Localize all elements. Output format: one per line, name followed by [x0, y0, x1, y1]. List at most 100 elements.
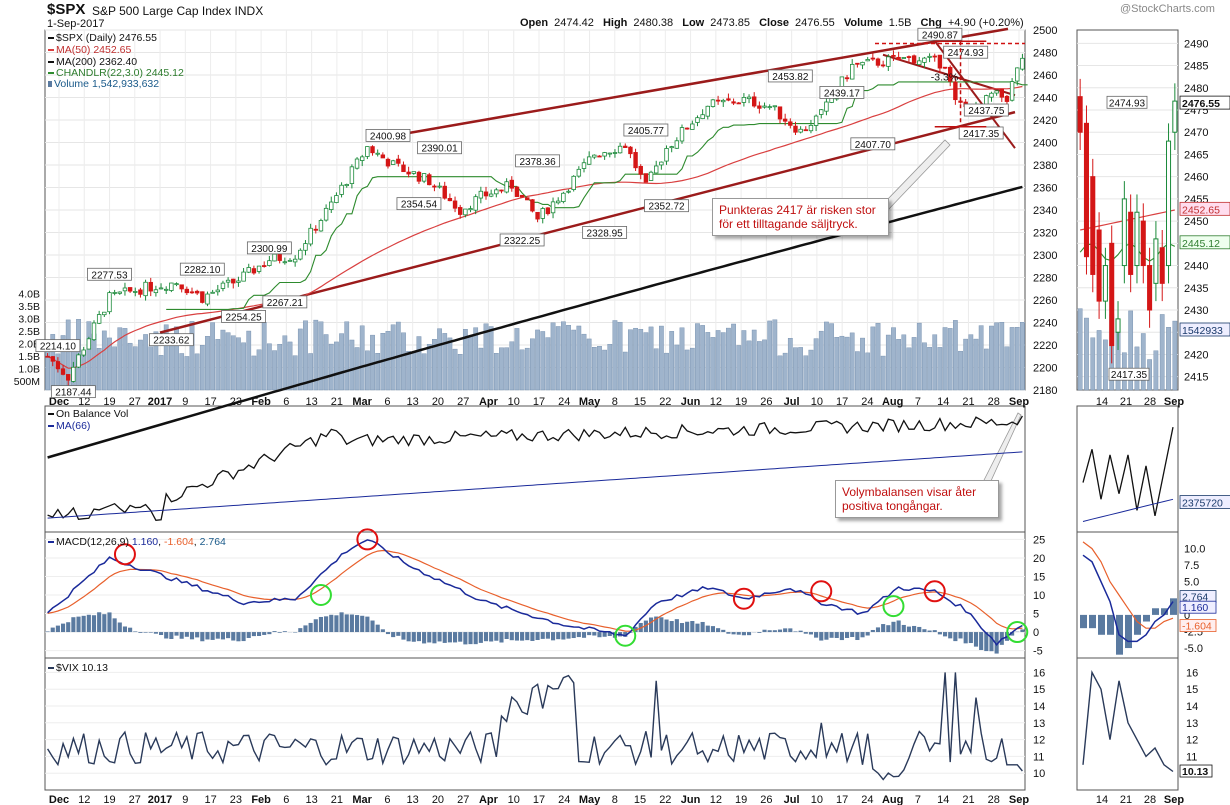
price-label-box: [365, 128, 411, 142]
obv-tag: 2375720: [1182, 498, 1223, 510]
main-x-tick-label: Sep: [1009, 396, 1029, 408]
candle-body: [267, 260, 272, 266]
volume-bar: [953, 320, 958, 391]
macd-hist-bar: [174, 632, 179, 636]
volume-bar: [194, 353, 200, 391]
macd-hist-bar: [824, 632, 829, 640]
zoom-y-tick-label: 2465: [1184, 149, 1208, 161]
macd-hist-bar: [158, 632, 164, 636]
note-sell-pressure: Punkteras 2417 är risken stor för ett ti…: [712, 198, 889, 236]
candle-body: [597, 155, 602, 158]
main-x-tick-label: 24: [861, 396, 873, 408]
macd-hist-bar: [499, 632, 504, 643]
candle-body: [287, 259, 293, 262]
price-label: 2233.62: [153, 336, 190, 347]
volume-bar: [798, 347, 803, 391]
macd-hist-bar: [896, 620, 901, 633]
volume-bar: [478, 347, 484, 391]
macd-bullish-cross-circle: [882, 595, 905, 618]
macd-hist-bar: [674, 619, 679, 633]
candle-body: [488, 193, 494, 197]
bottom-x-tick-label: 24: [558, 794, 570, 805]
macd-hist-bar: [963, 632, 968, 644]
main-y-tick-label: 2340: [1033, 205, 1057, 217]
volume-bar: [318, 321, 324, 391]
macd-hist-bar: [401, 632, 406, 640]
candle-body: [659, 161, 664, 166]
candle-body: [793, 125, 798, 133]
macd-hist-bar: [953, 632, 958, 642]
price-label-box: [396, 197, 442, 211]
macd-hist-bar: [984, 632, 989, 652]
candle-body: [948, 66, 953, 82]
vix-y-tick-label: 10: [1033, 768, 1045, 780]
volume-bar: [659, 325, 664, 391]
legend-price: $SPX (Daily) 2476.55: [48, 32, 157, 44]
macd-bearish-cross-circle: [113, 543, 136, 566]
volume-bar: [514, 328, 520, 391]
macd-hist-bar: [478, 632, 483, 643]
bottom-x-tick-label: 20: [432, 794, 444, 805]
volume-bar: [540, 331, 546, 391]
volume-bar: [519, 349, 525, 391]
candle-body: [427, 174, 432, 186]
zoom-x-tick-label: Sep: [1164, 396, 1184, 408]
macd-hist-bar: [334, 615, 339, 633]
macd-hist-bar: [298, 628, 303, 633]
candle-body: [200, 291, 205, 303]
volume-bar: [277, 343, 283, 391]
legend-vix: $VIX 10.13: [48, 662, 108, 674]
bottom-x-tick-label: 9: [182, 794, 188, 805]
last-value-tag: 2445.12: [1182, 238, 1220, 250]
last-value-tag-box: [1179, 201, 1230, 216]
macd-hist-bar: [973, 632, 979, 647]
price-label-box: [850, 137, 896, 151]
candle-body: [922, 57, 927, 63]
legend-macd-v1: 1.160: [131, 536, 159, 548]
volume-bar: [777, 355, 783, 391]
candle-body: [906, 56, 912, 58]
candle-body: [138, 289, 143, 295]
volume-bar: [138, 339, 143, 391]
candle-body: [365, 146, 370, 157]
candle-body: [782, 118, 788, 122]
candle-body: [246, 267, 251, 273]
macd-hist-bar: [721, 629, 726, 633]
candle-body: [850, 63, 855, 80]
macd-y-tick-label: 0: [1033, 627, 1039, 639]
volume-bar: [695, 323, 700, 391]
candle-body: [911, 55, 917, 64]
main-x-tick-label: Apr: [479, 396, 499, 408]
bottom-x-tick-label: 21: [331, 794, 343, 805]
macd-hist-bar: [329, 614, 334, 633]
price-label-box: [917, 27, 963, 41]
volume-bar: [550, 322, 556, 391]
volume-bar: [411, 351, 417, 391]
macd-hist-bar: [850, 632, 855, 638]
last-value-tag-box: [1179, 235, 1230, 250]
candle-body: [339, 184, 344, 195]
legend-obv-ma-text: MA(66): [56, 420, 91, 432]
macd-hist-bar: [365, 616, 370, 633]
candle-body: [117, 291, 122, 294]
volume-tick-label: 2.5B: [18, 326, 40, 338]
macd-hist-bar: [561, 632, 566, 640]
macd-hist-bar: [231, 632, 236, 641]
bottom-x-tick-label: 10: [508, 794, 520, 805]
main-x-tick-label: 28: [988, 396, 1000, 408]
last-value-tag: 2476.55: [1182, 98, 1220, 110]
macd-hist-bar: [102, 614, 107, 633]
candle-body: [561, 192, 566, 202]
candle-body: [731, 101, 736, 104]
zoom-vix-line: [1082, 670, 1174, 773]
zoom-x-tick-label: 28: [1144, 396, 1156, 408]
volume-bar: [597, 346, 602, 391]
volume-bar: [545, 337, 551, 391]
volume-bar: [561, 321, 566, 391]
candle-body: [262, 265, 267, 267]
macd-hist-bar: [107, 612, 112, 633]
main-x-tick-label: 26: [760, 396, 772, 408]
macd-hist-bar: [324, 616, 329, 633]
volume-bar: [715, 330, 721, 391]
volume-bar: [199, 344, 205, 391]
